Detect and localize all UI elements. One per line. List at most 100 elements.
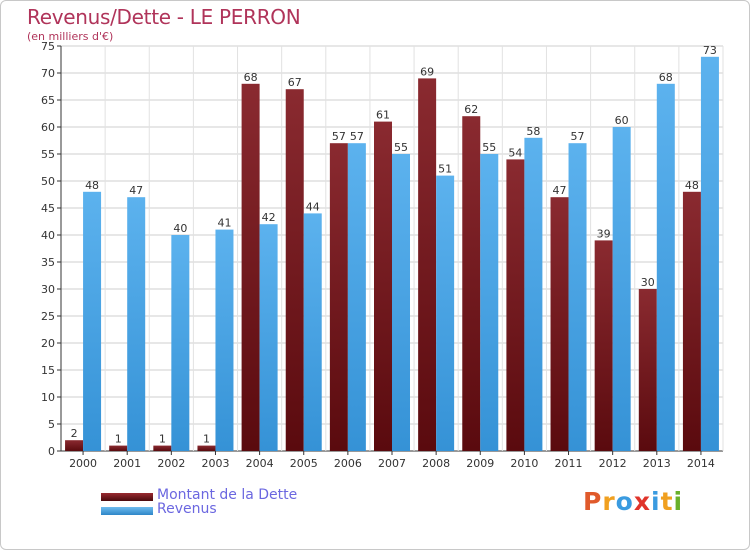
- bar-revenus: [127, 197, 146, 451]
- logo-letter: P: [583, 487, 603, 516]
- data-label: 55: [394, 141, 408, 154]
- data-label: 48: [685, 179, 699, 192]
- bar-revenus: [303, 213, 322, 451]
- y-tick-label: 5: [48, 418, 55, 431]
- x-tick-label: 2006: [334, 457, 362, 470]
- logo-letter: i: [673, 487, 684, 516]
- bar-dette: [241, 83, 260, 452]
- bar-revenus: [480, 154, 499, 451]
- bar-dette: [329, 143, 348, 451]
- x-tick-label: 2013: [643, 457, 671, 470]
- data-label: 40: [173, 222, 187, 235]
- x-tick-label: 2007: [378, 457, 406, 470]
- data-label: 42: [262, 211, 276, 224]
- bar-dette: [197, 445, 216, 451]
- data-label: 51: [438, 163, 452, 176]
- bar-revenus: [171, 235, 190, 451]
- y-tick-label: 40: [41, 229, 55, 242]
- proxiti-logo: Proxiti: [583, 487, 683, 516]
- data-label: 47: [553, 184, 567, 197]
- x-tick-label: 2003: [201, 457, 229, 470]
- bar-dette: [418, 78, 437, 452]
- x-tick-label: 2005: [290, 457, 318, 470]
- data-label: 1: [203, 433, 210, 446]
- y-tick-label: 60: [41, 121, 55, 134]
- bar-dette: [550, 197, 569, 451]
- y-tick-label: 15: [41, 364, 55, 377]
- data-label: 62: [464, 103, 478, 116]
- data-label: 2: [71, 427, 78, 440]
- y-tick-label: 75: [41, 40, 55, 53]
- data-label: 73: [703, 44, 717, 57]
- data-label: 57: [350, 130, 364, 143]
- logo-letter: x: [633, 487, 651, 516]
- logo-letter: o: [615, 487, 634, 516]
- data-label: 30: [641, 276, 655, 289]
- x-tick-label: 2014: [687, 457, 715, 470]
- logo-letter: t: [660, 487, 674, 516]
- bar-revenus: [612, 127, 631, 451]
- bar-dette: [109, 445, 128, 451]
- data-label: 54: [508, 146, 522, 159]
- bar-dette: [285, 89, 304, 451]
- chart-title: Revenus/Dette - LE PERRON: [27, 5, 301, 29]
- x-tick-label: 2004: [246, 457, 274, 470]
- data-label: 57: [571, 130, 585, 143]
- bar-revenus: [700, 56, 719, 452]
- data-label: 1: [115, 433, 122, 446]
- bar-revenus: [436, 175, 455, 451]
- y-tick-label: 25: [41, 310, 55, 323]
- y-tick-label: 0: [48, 445, 55, 458]
- data-label: 57: [332, 130, 346, 143]
- data-label: 44: [306, 200, 320, 213]
- bar-dette: [374, 121, 392, 451]
- x-tick-label: 2008: [422, 457, 450, 470]
- bar-revenus: [259, 224, 278, 451]
- legend-label-dette: Montant de la Dette: [157, 487, 298, 503]
- chart-subtitle: (en milliers d'€): [27, 30, 114, 43]
- data-label: 39: [597, 227, 611, 240]
- logo-letter: r: [602, 487, 616, 516]
- x-tick-label: 2010: [510, 457, 538, 470]
- data-label: 48: [85, 179, 99, 192]
- bar-revenus: [524, 137, 543, 452]
- data-label: 60: [615, 114, 629, 127]
- y-tick-label: 30: [41, 283, 55, 296]
- bar-dette: [65, 440, 84, 451]
- logo-letter: i: [651, 487, 661, 516]
- bar-dette: [462, 116, 481, 451]
- bar-revenus: [215, 229, 234, 451]
- bar-dette: [506, 159, 525, 451]
- bar-revenus: [347, 143, 366, 451]
- legend-swatch-dette: [101, 493, 153, 501]
- bar-dette: [682, 191, 701, 452]
- legend-swatch-revenus: [101, 507, 153, 515]
- bar-revenus: [656, 83, 675, 452]
- y-tick-label: 50: [41, 175, 55, 188]
- data-label: 68: [659, 71, 673, 84]
- y-tick-label: 55: [41, 148, 55, 161]
- data-label: 58: [526, 125, 540, 138]
- data-label: 41: [217, 217, 231, 230]
- data-label: 67: [288, 76, 302, 89]
- y-tick-label: 10: [41, 391, 55, 404]
- legend-label-revenus: Revenus: [157, 501, 217, 517]
- y-tick-label: 70: [41, 67, 55, 80]
- bar-dette: [153, 445, 172, 451]
- data-label: 55: [482, 141, 496, 154]
- x-tick-label: 2001: [113, 457, 141, 470]
- y-tick-label: 35: [41, 256, 55, 269]
- data-label: 1: [159, 433, 166, 446]
- data-label: 68: [244, 71, 258, 84]
- x-tick-label: 2002: [157, 457, 185, 470]
- y-tick-label: 65: [41, 94, 55, 107]
- data-label: 61: [376, 109, 390, 122]
- x-tick-label: 2012: [599, 457, 627, 470]
- x-tick-label: 2000: [69, 457, 97, 470]
- bar-revenus: [568, 143, 587, 451]
- x-tick-label: 2011: [555, 457, 583, 470]
- bar-revenus: [392, 154, 410, 451]
- bar-revenus: [83, 191, 102, 452]
- y-tick-label: 20: [41, 337, 55, 350]
